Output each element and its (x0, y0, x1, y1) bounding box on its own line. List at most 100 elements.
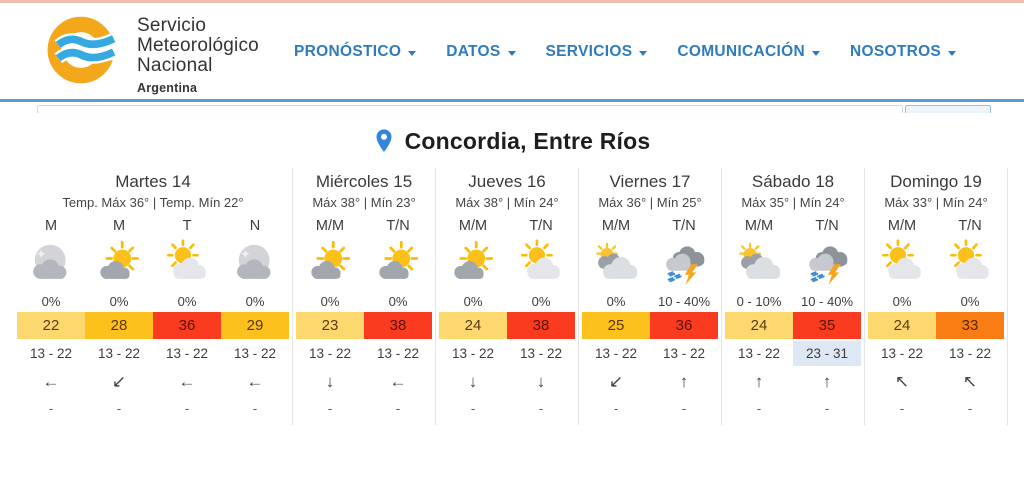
period-label: M (112, 218, 126, 234)
precip-probability: 0% (960, 294, 980, 309)
location-header: Concordia, Entre Ríos (0, 122, 1024, 160)
gust-placeholder: - (613, 401, 619, 416)
logo-text-line: Nacional (137, 55, 213, 76)
search-input[interactable] (37, 105, 903, 113)
wind-direction-arrow: ← (246, 372, 264, 391)
temperature-cell: 23 (296, 312, 364, 339)
wind-direction-arrow: ↙ (111, 372, 127, 391)
wind-range: 13 - 22 (233, 346, 277, 361)
chevron-down-icon (948, 50, 957, 56)
wind-range: 13 - 22 (519, 346, 563, 361)
wind-direction-arrow: ↑ (754, 372, 764, 391)
wind-direction-arrow: ↓ (536, 372, 546, 391)
smn-logo-text: Servicio Meteorológico Nacional Argentin… (137, 9, 259, 98)
sun-cloud-icon (309, 240, 351, 281)
period-label: M/M (315, 218, 345, 234)
wind-range: 13 - 22 (737, 346, 781, 361)
forecast-cell: M/M 0% 25 13 - 22 ↙ - (582, 213, 650, 425)
day-name: Martes 14 (115, 172, 191, 191)
forecast-cell: N 0% 29 13 - 22 ← - (221, 213, 289, 425)
nav-item-nosotros[interactable]: NOSOTROS (849, 43, 957, 61)
day-column-jueves: Jueves 16 Máx 38° | Mín 24° M/M 0% 24 13… (436, 168, 579, 425)
sun-cloud-icon (98, 240, 140, 281)
precip-probability: 0% (320, 294, 340, 309)
gust-placeholder: - (252, 401, 258, 416)
period-label: T (182, 218, 192, 234)
smn-logo[interactable]: Servicio Meteorológico Nacional Argentin… (44, 9, 259, 98)
precip-probability: 0% (41, 294, 61, 309)
chevron-down-icon (408, 50, 417, 56)
forecast-cell: T/N 10 - 40% 35 23 - 31 ↑ - (793, 213, 861, 425)
period-label: M/M (458, 218, 488, 234)
nav-item-pronostico[interactable]: PRONÓSTICO (294, 43, 417, 61)
nav-item-servicios[interactable]: SERVICIOS (546, 43, 648, 61)
wind-direction-arrow: ↓ (325, 372, 335, 391)
temperature-cell: 24 (725, 312, 793, 339)
day-name: Viernes 17 (609, 172, 691, 191)
precip-probability: 0% (606, 294, 626, 309)
day-column-domingo: Domingo 19 Máx 33° | Mín 24° M/M 0% 24 1… (865, 168, 1008, 425)
forecast-cell: T/N 10 - 40% 36 13 - 22 ↑ - (650, 213, 718, 425)
precip-probability: 0% (177, 294, 197, 309)
cloudy-icon (33, 244, 67, 279)
day-column-viernes: Viernes 17 Máx 36° | Mín 25° M/M 0% 25 1… (579, 168, 722, 425)
precip-probability: 0% (109, 294, 129, 309)
day-maxmin: Máx 38° | Mín 23° (312, 195, 416, 210)
day-name: Sábado 18 (751, 172, 835, 191)
gust-placeholder: - (967, 401, 973, 416)
day-maxmin: Máx 36° | Mín 25° (598, 195, 702, 210)
precip-probability: 0% (463, 294, 483, 309)
forecast-grid: Martes 14 Temp. Máx 36° | Temp. Mín 22° … (14, 168, 1008, 425)
forecast-cell: T 0% 36 13 - 22 ← - (153, 213, 221, 425)
gust-placeholder: - (681, 401, 687, 416)
wind-direction-arrow: ↖ (962, 372, 978, 391)
gust-placeholder: - (327, 401, 333, 416)
forecast-cell: M/M 0% 23 13 - 22 ↓ - (296, 213, 364, 425)
gust-placeholder: - (899, 401, 905, 416)
nav-item-comunicacion[interactable]: COMUNICACIÓN (677, 43, 820, 61)
wind-range: 13 - 22 (308, 346, 352, 361)
forecast-cell: M 0% 22 13 - 22 ← - (17, 213, 85, 425)
forecast-cell: M/M 0% 24 13 - 22 ↓ - (439, 213, 507, 425)
day-column-miercoles: Miércoles 15 Máx 38° | Mín 23° M/M 0% 23… (293, 168, 436, 425)
wind-direction-arrow: ← (42, 372, 60, 391)
sun-light-cloud-icon (521, 239, 561, 281)
wind-range: 13 - 22 (880, 346, 924, 361)
wind-range: 13 - 22 (29, 346, 73, 361)
wind-range: 13 - 22 (376, 346, 420, 361)
period-label: T/N (958, 218, 982, 234)
wind-range: 13 - 22 (451, 346, 495, 361)
nav-item-label: COMUNICACIÓN (677, 43, 805, 60)
nav-item-label: NOSOTROS (849, 43, 942, 60)
gust-placeholder: - (756, 401, 762, 416)
chevron-down-icon (639, 50, 648, 56)
temperature-cell: 38 (364, 312, 432, 339)
day-maxmin: Máx 33° | Mín 24° (884, 195, 988, 210)
wind-range: 13 - 22 (662, 346, 706, 361)
top-accent-bar (0, 0, 1024, 3)
logo-text-line: Servicio (137, 15, 207, 36)
cloudy-icon (237, 244, 271, 279)
day-column-martes: Martes 14 Temp. Máx 36° | Temp. Mín 22° … (14, 168, 293, 425)
temperature-cell: 36 (650, 312, 718, 339)
storm-icon (808, 245, 849, 286)
temperature-cell: 22 (17, 312, 85, 339)
period-label: T/N (529, 218, 553, 234)
sun-cloud-icon (452, 240, 494, 281)
temperature-cell: 28 (85, 312, 153, 339)
forecast-cell: M 0% 28 13 - 22 ↙ - (85, 213, 153, 425)
sun-cloud-icon (377, 240, 419, 281)
logo-text-country: Argentina (137, 81, 198, 95)
sun-light-cloud-icon (882, 239, 922, 281)
forecast-cell: T/N 0% 38 13 - 22 ↓ - (507, 213, 575, 425)
search-button[interactable] (905, 105, 991, 113)
gust-placeholder: - (116, 401, 122, 416)
sun-light-cloud-icon (167, 239, 207, 281)
temperature-cell: 25 (582, 312, 650, 339)
storm-icon (665, 245, 706, 286)
gust-placeholder: - (184, 401, 190, 416)
chevron-down-icon (507, 50, 516, 56)
forecast-cell: M/M 0% 24 13 - 22 ↖ - (868, 213, 936, 425)
nav-item-datos[interactable]: DATOS (446, 43, 516, 61)
day-name: Jueves 16 (468, 172, 546, 191)
